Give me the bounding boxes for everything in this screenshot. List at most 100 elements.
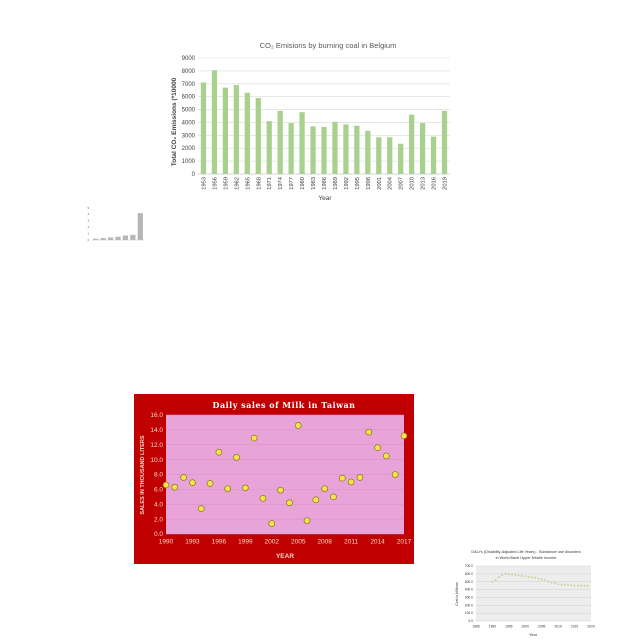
y-tick-label: 3000 (182, 133, 196, 139)
data-point (557, 583, 560, 586)
plot-area (476, 566, 591, 621)
x-tick-label: 2005 (538, 624, 546, 628)
y-tick-label: 1000 (182, 159, 196, 165)
chart-title-line-2: in World Bank Upper Middle Income (496, 556, 557, 560)
y-tick-label: 16.0 (150, 412, 163, 419)
x-tick-label: 1953 (201, 177, 207, 190)
bar (244, 92, 250, 174)
data-point (553, 582, 556, 585)
data-point (534, 576, 537, 579)
y-tick-labels: 0.0 2.0 4.0 6.0 8.0 10.0 12.0 14.0 16.0 (150, 412, 163, 538)
bar (321, 126, 327, 174)
bar (277, 110, 283, 174)
data-point (171, 483, 179, 491)
y-tick-label: 6.0 (154, 487, 163, 494)
y-tick-label: 500.0 (465, 580, 473, 584)
x-tick-label: 1995 (355, 177, 361, 190)
y-tick-label: 100.0 (465, 611, 473, 615)
x-tick-label: 2017 (397, 539, 412, 546)
points (162, 422, 408, 527)
bar (222, 87, 229, 174)
x-tick-label: 1971 (267, 177, 273, 190)
data-point (312, 496, 320, 504)
y-tick-label: 3 (88, 220, 90, 223)
y-tick-label: 600.0 (465, 572, 473, 576)
data-point (330, 493, 337, 501)
chart-title: Daily sales of Milk in Taiwan (213, 400, 356, 410)
x-tick-labels: 1990 1993 1996 1999 2002 2005 2008 2011 2014 2017 (159, 539, 412, 546)
y-tick-label: 2.0 (154, 516, 163, 523)
y-tick-label: 2000 (182, 146, 196, 152)
data-point (573, 584, 576, 587)
data-point (383, 452, 390, 460)
data-point (537, 577, 540, 580)
data-point (206, 480, 214, 487)
y-tick-label: 0.0 (468, 619, 473, 623)
data-point (215, 448, 223, 456)
x-tick-label: 2016 (432, 177, 438, 190)
data-point (242, 484, 249, 492)
data-point (547, 580, 550, 583)
x-tick-label: 1977 (289, 177, 295, 190)
data-point (365, 428, 373, 436)
y-tick-label: 700.0 (465, 564, 473, 568)
y-gridlines (476, 565, 591, 622)
y-axis-label: Total CO₂ Emissions (*10000 (171, 77, 178, 166)
bar (354, 125, 360, 174)
y-tick-label: 5 (88, 207, 90, 210)
x-tick-label: 1990 (159, 539, 174, 546)
y-tick-label: 300.0 (465, 596, 473, 600)
y-tick-label: 0 (88, 239, 90, 242)
y-gridlines (198, 57, 450, 175)
dalys-chart: DALYs (Disability-Adjusted Life Years) -… (455, 550, 595, 637)
x-tick-label: 1999 (238, 539, 253, 546)
x-tick-label: 1996 (212, 539, 227, 546)
x-axis-label: Year (529, 632, 538, 637)
x-tick-label: 1983 (311, 177, 317, 190)
x-tick-label: 1974 (278, 176, 284, 190)
bar (441, 110, 448, 174)
data-point (374, 444, 381, 452)
y-tick-label: 7000 (182, 82, 196, 88)
y-tick-labels: 0.0 100.0 200.0 300.0 400.0 500.0 600.0 700.0 (465, 564, 473, 623)
x-tick-label: 1990 (489, 624, 497, 628)
y-tick-label: 200.0 (465, 603, 473, 607)
bar (266, 121, 272, 174)
data-point (530, 576, 533, 579)
data-point (356, 474, 364, 481)
x-tick-label: 2014 (370, 539, 385, 546)
x-tick-label: 2019 (443, 177, 449, 190)
x-tick-label: 2000 (522, 624, 530, 628)
data-point (197, 505, 205, 513)
x-tick-label: 2004 (388, 176, 394, 190)
x-tick-label: 1993 (185, 539, 200, 546)
y-tick-label: 6000 (182, 95, 196, 101)
x-tick-label: 1989 (333, 177, 339, 190)
y-tick-label: 8000 (182, 69, 196, 75)
y-tick-label: 4 (88, 213, 90, 216)
bar (93, 238, 99, 240)
y-tick-label: 5000 (182, 108, 196, 114)
x-tick-label: 2005 (291, 539, 306, 546)
x-tick-label: 1959 (223, 177, 229, 190)
co2-emissions-chart: CO₂ Emisions by burning coal in Belgium … (171, 41, 450, 202)
y-tick-label: 0.0 (154, 531, 163, 538)
data-point (586, 584, 589, 587)
y-tick-label: 10.0 (150, 457, 163, 464)
y-tick-label: 12.0 (150, 442, 163, 449)
bar (107, 237, 114, 240)
x-tick-label: 2013 (421, 177, 427, 190)
data-point (400, 432, 408, 440)
y-tick-label: 14.0 (150, 427, 163, 434)
data-point (321, 485, 328, 492)
data-point (567, 584, 569, 587)
data-point (303, 517, 311, 524)
bar (409, 114, 415, 174)
x-tick-label: 2010 (554, 624, 562, 628)
data-point (501, 574, 504, 577)
data-point (583, 584, 586, 587)
data-point (498, 576, 500, 578)
x-axis-label: YEAR (276, 553, 294, 560)
x-tick-label: 1968 (256, 177, 262, 190)
data-point (563, 583, 566, 586)
